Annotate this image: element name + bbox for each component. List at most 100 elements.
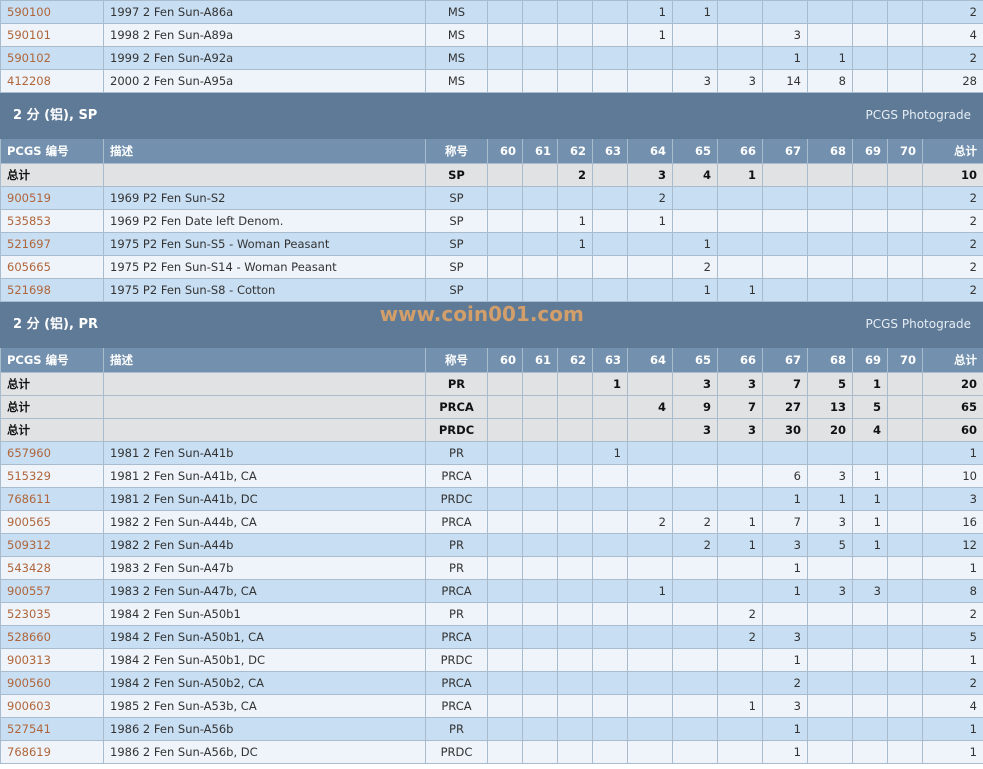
count-cell: 14 bbox=[762, 69, 808, 93]
column-header[interactable]: 64 bbox=[627, 347, 673, 373]
pcgs-number-link[interactable]: 900557 bbox=[7, 584, 51, 598]
column-header[interactable]: 总计 bbox=[922, 347, 983, 373]
grade-cell: SP bbox=[425, 255, 488, 279]
count-cell bbox=[522, 418, 558, 442]
column-header[interactable]: 67 bbox=[762, 347, 808, 373]
count-cell: 3 bbox=[762, 23, 808, 47]
column-header[interactable]: 66 bbox=[717, 347, 763, 373]
count-cell bbox=[627, 487, 673, 511]
pcgs-number-link[interactable]: 605665 bbox=[7, 260, 51, 274]
grade-cell: PRCA bbox=[425, 395, 488, 419]
pcgs-number-link[interactable]: 521698 bbox=[7, 283, 51, 297]
pcgs-number-cell: 900565 bbox=[0, 510, 104, 534]
total-cell: 60 bbox=[922, 418, 983, 442]
column-header[interactable]: 69 bbox=[852, 138, 888, 164]
column-header[interactable]: 描述 bbox=[103, 138, 426, 164]
column-header[interactable]: 总计 bbox=[922, 138, 983, 164]
count-cell: 1 bbox=[557, 232, 593, 256]
column-header[interactable]: 62 bbox=[557, 138, 593, 164]
count-cell bbox=[852, 717, 888, 741]
column-header[interactable]: 称号 bbox=[425, 138, 488, 164]
column-header[interactable]: 60 bbox=[487, 138, 523, 164]
table-row: 900565 1982 2 Fen Sun-A44b, CA PRCA 2 2 1 7 3 1 1… bbox=[0, 510, 983, 534]
pcgs-number-link[interactable]: 523035 bbox=[7, 607, 51, 621]
pcgs-number-link[interactable]: 528660 bbox=[7, 630, 51, 644]
column-header[interactable]: 称号 bbox=[425, 347, 488, 373]
column-header[interactable]: 64 bbox=[627, 138, 673, 164]
photograde-link[interactable]: PCGS Photograde bbox=[865, 108, 971, 122]
column-header[interactable]: 63 bbox=[592, 347, 628, 373]
count-cell bbox=[807, 209, 853, 233]
count-cell bbox=[717, 0, 763, 24]
count-cell bbox=[627, 625, 673, 649]
total-cell: 28 bbox=[922, 69, 983, 93]
pcgs-number-link[interactable]: 527541 bbox=[7, 722, 51, 736]
column-header[interactable]: 61 bbox=[522, 347, 558, 373]
count-cell bbox=[592, 232, 628, 256]
column-header[interactable]: 68 bbox=[807, 138, 853, 164]
table-row: 605665 1975 P2 Fen Sun-S14 - Woman Peasan… bbox=[0, 255, 983, 279]
pcgs-number-link[interactable]: 900560 bbox=[7, 676, 51, 690]
pcgs-number-link[interactable]: 657960 bbox=[7, 446, 51, 460]
count-cell: 8 bbox=[807, 69, 853, 93]
pcgs-number-link[interactable]: 768619 bbox=[7, 745, 51, 759]
count-cell bbox=[522, 671, 558, 695]
column-header[interactable]: 70 bbox=[887, 347, 923, 373]
count-cell bbox=[557, 487, 593, 511]
grade-cell: PR bbox=[425, 556, 488, 580]
count-cell: 1 bbox=[627, 0, 673, 24]
column-header[interactable]: 描述 bbox=[103, 347, 426, 373]
pcgs-number-link[interactable]: 590101 bbox=[7, 28, 51, 42]
column-header[interactable]: 61 bbox=[522, 138, 558, 164]
column-header[interactable]: 70 bbox=[887, 138, 923, 164]
description-cell: 1975 P2 Fen Sun-S8 - Cotton bbox=[103, 278, 426, 302]
count-cell bbox=[557, 625, 593, 649]
count-cell bbox=[887, 510, 923, 534]
pcgs-number-link[interactable]: 543428 bbox=[7, 561, 51, 575]
column-header[interactable]: 67 bbox=[762, 138, 808, 164]
count-cell bbox=[852, 23, 888, 47]
grade-cell: MS bbox=[425, 69, 488, 93]
count-cell bbox=[487, 740, 523, 764]
pcgs-number-link[interactable]: 515329 bbox=[7, 469, 51, 483]
count-cell bbox=[592, 255, 628, 279]
column-header[interactable]: 65 bbox=[672, 138, 718, 164]
count-cell bbox=[672, 625, 718, 649]
pcgs-number-link[interactable]: 412208 bbox=[7, 74, 51, 88]
column-header[interactable]: 62 bbox=[557, 347, 593, 373]
pcgs-number-link[interactable]: 535853 bbox=[7, 214, 51, 228]
count-cell bbox=[522, 0, 558, 24]
description-cell: 1986 2 Fen Sun-A56b bbox=[103, 717, 426, 741]
count-cell bbox=[627, 255, 673, 279]
count-cell bbox=[807, 717, 853, 741]
pcgs-number-link[interactable]: 900603 bbox=[7, 699, 51, 713]
pcgs-number-link[interactable]: 509312 bbox=[7, 538, 51, 552]
grade-cell: PR bbox=[425, 717, 488, 741]
column-header[interactable]: PCGS 编号 bbox=[0, 347, 104, 373]
pcgs-number-link[interactable]: 590100 bbox=[7, 5, 51, 19]
column-header[interactable]: 65 bbox=[672, 347, 718, 373]
count-cell: 3 bbox=[717, 418, 763, 442]
count-cell bbox=[522, 69, 558, 93]
column-header[interactable]: 60 bbox=[487, 347, 523, 373]
count-cell bbox=[592, 418, 628, 442]
description-cell: 1984 2 Fen Sun-A50b1, CA bbox=[103, 625, 426, 649]
pcgs-number-link[interactable]: 900565 bbox=[7, 515, 51, 529]
column-header[interactable]: PCGS 编号 bbox=[0, 138, 104, 164]
column-header[interactable]: 69 bbox=[852, 347, 888, 373]
column-header[interactable]: 63 bbox=[592, 138, 628, 164]
pcgs-number-cell: 543428 bbox=[0, 556, 104, 580]
column-header[interactable]: 66 bbox=[717, 138, 763, 164]
pcgs-number-link[interactable]: 900519 bbox=[7, 191, 51, 205]
pcgs-number-link[interactable]: 900313 bbox=[7, 653, 51, 667]
count-cell bbox=[852, 648, 888, 672]
pcgs-number-link[interactable]: 768611 bbox=[7, 492, 51, 506]
column-header[interactable]: 68 bbox=[807, 347, 853, 373]
count-cell: 3 bbox=[762, 533, 808, 557]
count-cell bbox=[487, 579, 523, 603]
photograde-link[interactable]: PCGS Photograde bbox=[865, 317, 971, 331]
total-cell: 10 bbox=[922, 163, 983, 187]
pcgs-number-link[interactable]: 590102 bbox=[7, 51, 51, 65]
total-cell: 65 bbox=[922, 395, 983, 419]
pcgs-number-link[interactable]: 521697 bbox=[7, 237, 51, 251]
